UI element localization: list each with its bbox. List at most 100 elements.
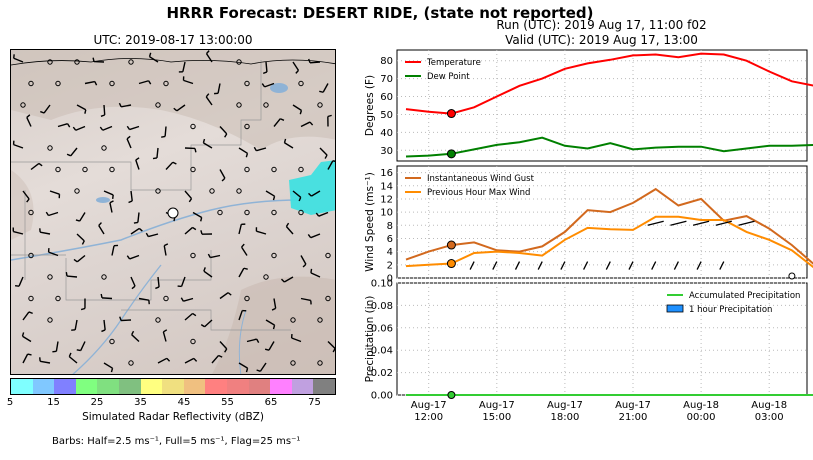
y-tick-label: 50 [380, 110, 393, 121]
wind-barb [204, 319, 213, 328]
legend-label: Previous Hour Max Wind [427, 188, 530, 198]
wind-barb [605, 261, 611, 270]
wind-barb [670, 220, 687, 226]
wind-barb-feather [109, 200, 114, 204]
wind-barb-feather [131, 330, 135, 336]
wind-barb [217, 83, 221, 94]
calm-wind-marker [244, 209, 250, 216]
colorbar-swatch [205, 379, 227, 394]
wind-barb-feather [155, 286, 160, 290]
radar-map[interactable] [10, 49, 336, 375]
calm-wind-marker [109, 338, 115, 345]
x-tick-label: Aug-17 [411, 400, 447, 411]
wind-barb [192, 211, 203, 219]
wind-barb [130, 276, 136, 287]
wind-barb [157, 276, 160, 288]
wind-barb [70, 147, 78, 157]
colorbar-tick-label: 15 [47, 397, 60, 408]
wind-barb-feather [145, 232, 149, 237]
wind-barb-feather [327, 114, 332, 118]
y-tick-label: 0.10 [371, 279, 393, 290]
series-line [405, 215, 813, 269]
wind-barb-feather [280, 118, 285, 121]
wind-barb [738, 220, 755, 226]
wind-barb-feather [80, 307, 86, 311]
wind-barb [310, 233, 321, 239]
wind-barb [284, 142, 294, 149]
wind-barb [43, 104, 51, 114]
wind-barb-feather [256, 369, 261, 372]
x-tick-label: 03:00 [755, 412, 784, 423]
wind-barb [256, 230, 267, 235]
legend-label: 1 hour Precipitation [689, 305, 772, 315]
wind-barb [256, 147, 267, 152]
wind-barb [291, 337, 302, 343]
wind-barb [26, 117, 32, 127]
wind-barb [176, 104, 186, 112]
wind-barb [103, 104, 106, 116]
y-axis-label: Degrees (F) [364, 75, 376, 136]
wind-barb-feather [148, 52, 152, 57]
wind-barb-feather [21, 332, 25, 337]
calm-wind-marker [163, 80, 169, 87]
wind-barb [327, 341, 335, 350]
wind-barb [647, 220, 664, 226]
current-value-marker [446, 149, 456, 159]
wind-barb-feather [256, 338, 260, 343]
wind-barb [74, 319, 78, 330]
colorbar-swatch [54, 379, 76, 394]
wind-barb [300, 255, 307, 265]
calm-wind-marker [109, 80, 115, 87]
calm-wind-marker [47, 274, 53, 280]
wind-barb [219, 169, 226, 179]
wind-barb [101, 297, 113, 300]
wind-barb [138, 297, 149, 301]
wind-barb-feather [28, 311, 33, 315]
calm-wind-marker [325, 295, 331, 302]
calm-wind-marker [298, 209, 304, 216]
wind-barb [48, 251, 59, 257]
wind-barb-feather [332, 348, 335, 353]
calm-wind-marker [271, 209, 277, 216]
wind-barb-feather [126, 255, 131, 260]
calm-wind-marker [20, 102, 26, 108]
wind-barb [292, 61, 300, 71]
wind-barb [219, 341, 228, 350]
wind-barb-feather [261, 83, 266, 88]
wind-barb [109, 202, 113, 213]
wind-barb-feather [161, 135, 166, 138]
x-tick-label: 00:00 [687, 412, 716, 423]
wind-barb [537, 261, 543, 270]
plot-frame [396, 282, 808, 396]
wind-barb-feather [131, 285, 136, 290]
wind-barb [40, 231, 51, 235]
wind-barb [273, 118, 281, 127]
map-valid-time: UTC: 2019-08-17 13:00:00 [93, 33, 253, 47]
wind-barb [129, 125, 140, 131]
calm-wind-marker [190, 252, 196, 259]
y-tick-label: 80 [380, 56, 393, 67]
wind-barb-feather [299, 110, 303, 115]
wind-barb-feather [67, 123, 71, 128]
wind-barb [265, 319, 275, 326]
colorbar-swatch [32, 379, 55, 394]
wind-barb [309, 61, 321, 64]
calm-wind-marker [244, 123, 250, 130]
colorbar-swatch [248, 379, 271, 394]
wind-barb-feather [26, 114, 31, 118]
wind-barb-feather [75, 219, 80, 222]
colorbar-swatch [270, 379, 292, 394]
wind-barb [246, 338, 257, 343]
wind-barb [210, 254, 221, 259]
wind-barb [319, 147, 328, 156]
wind-barb [76, 254, 86, 263]
x-tick-label: Aug-17 [547, 400, 583, 411]
wind-barb-feather [76, 349, 81, 352]
calm-wind-marker [109, 166, 115, 173]
wind-barb [130, 190, 133, 202]
wind-barb [22, 311, 30, 321]
wind-barb [219, 126, 228, 135]
wind-barb [211, 354, 220, 364]
wind-barb [300, 297, 311, 302]
wind-barb-feather [40, 110, 45, 114]
